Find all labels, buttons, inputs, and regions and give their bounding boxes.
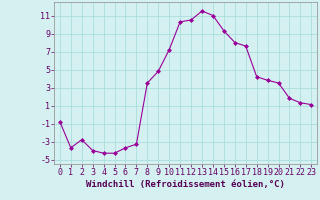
X-axis label: Windchill (Refroidissement éolien,°C): Windchill (Refroidissement éolien,°C) xyxy=(86,180,285,189)
